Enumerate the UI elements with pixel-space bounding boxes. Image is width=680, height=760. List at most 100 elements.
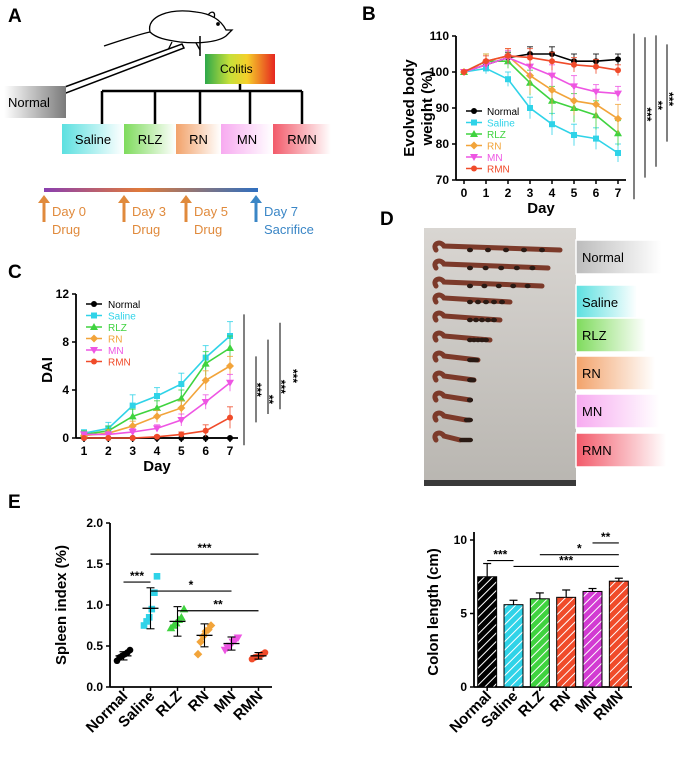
- bar-mn: [582, 587, 603, 688]
- x-tick-label: 7: [227, 444, 234, 458]
- legend-label: Normal: [487, 107, 519, 118]
- bar-saline: [503, 599, 524, 688]
- data-point: [201, 376, 210, 385]
- y-tick-label: 4: [62, 383, 69, 397]
- data-point: [151, 589, 158, 596]
- timeline-day: Day 0: [52, 204, 86, 219]
- y-axis-title: Spleen index (%): [53, 545, 70, 665]
- data-point: [105, 435, 112, 441]
- colon-strip: [432, 276, 545, 289]
- data-point: [593, 135, 599, 142]
- x-tick-label: RLZ: [153, 688, 186, 721]
- colon-segment: [485, 317, 491, 323]
- timeline-event: Drug: [52, 222, 80, 237]
- colon-segment: [473, 357, 480, 363]
- data-point: [226, 344, 234, 351]
- data-point: [226, 379, 234, 387]
- bar-hatch: [556, 596, 577, 688]
- data-point: [148, 605, 156, 613]
- timeline-arrow-icon: [250, 195, 262, 203]
- photo-tag-saline: [575, 284, 638, 320]
- x-tick-label: 7: [615, 186, 622, 200]
- y-tick-label: 12: [56, 287, 70, 301]
- data-point: [227, 435, 233, 441]
- significance-label: ***: [662, 92, 676, 106]
- x-tick-label: 6: [593, 186, 600, 200]
- y-axis-title: Evolved body: [401, 59, 418, 157]
- group-rmn: [248, 649, 269, 663]
- legend-marker: [471, 119, 477, 126]
- bar-hatch: [529, 598, 550, 688]
- normal-label: Normal: [8, 95, 50, 110]
- data-point: [153, 573, 161, 580]
- timeline-day: Day 3: [132, 204, 166, 219]
- timeline-day: Day 7: [264, 204, 298, 219]
- colon-strip: [432, 310, 503, 323]
- colon-segment: [521, 247, 527, 253]
- legend-label: MN: [487, 153, 503, 164]
- data-point: [548, 72, 556, 80]
- data-point: [143, 618, 150, 625]
- data-point: [527, 105, 533, 111]
- data-point: [177, 394, 186, 402]
- legend-marker: [471, 108, 477, 114]
- photo-tag-label: RLZ: [582, 328, 607, 343]
- y-tick-label: 0.0: [86, 680, 103, 694]
- bar-normal: [477, 562, 498, 688]
- data-point: [527, 54, 533, 61]
- legend-marker: [90, 347, 98, 354]
- bar-hatch: [503, 604, 524, 688]
- photo-tag-label: Normal: [582, 250, 624, 265]
- x-axis-title: Day: [143, 458, 171, 475]
- data-point: [614, 114, 622, 123]
- group-label-rn: RN: [189, 132, 208, 147]
- significance-label: *: [577, 542, 582, 556]
- y-axis-title: Colon length (cm): [425, 548, 442, 676]
- colon-segment: [510, 283, 517, 289]
- y-tick-label: 2.0: [86, 516, 103, 530]
- data-point: [615, 150, 621, 156]
- photo-tag-label: Saline: [582, 295, 618, 310]
- x-tick-label: 6: [202, 444, 209, 458]
- timeline-arrow-icon: [38, 195, 50, 203]
- group-label-rmn: RMN: [287, 132, 317, 147]
- data-point: [227, 414, 233, 421]
- group-mn: [220, 634, 243, 655]
- colon-segment: [481, 283, 488, 289]
- y-axis-title: weight (%): [419, 71, 436, 147]
- colon-segment: [467, 283, 473, 289]
- colon-photo: [424, 228, 576, 486]
- significance-label: ***: [130, 569, 144, 583]
- colon-segment: [467, 397, 473, 403]
- panel-label-e: E: [8, 492, 21, 513]
- data-point: [80, 431, 88, 439]
- timeline-items: Day 0 Drug Day 3 Drug Day 5 Drug Day 7 Sacrific…: [38, 195, 314, 237]
- y-tick-label: 0: [460, 680, 467, 694]
- colon-strip: [432, 292, 513, 305]
- legend-marker: [90, 334, 98, 343]
- data-point: [201, 399, 210, 406]
- data-point: [129, 435, 136, 441]
- legend-marker: [470, 141, 478, 150]
- data-point: [615, 67, 621, 74]
- y-tick-label: 80: [436, 137, 450, 151]
- legend-label: RN: [108, 335, 122, 346]
- x-tick-label: 4: [154, 444, 161, 458]
- significance-label: **: [651, 101, 665, 111]
- series-saline: [461, 62, 621, 162]
- x-tick-label: 3: [527, 186, 534, 200]
- legend-label: Saline: [487, 119, 515, 130]
- weight-chart: 70 80 90 100 110 0 1 2 3 4 5 6 7 Day Evolved body weigh…: [401, 29, 680, 217]
- colon-strip: [432, 258, 551, 271]
- colon-segment: [498, 265, 505, 271]
- data-point: [570, 83, 578, 91]
- group-box-rn: [176, 124, 221, 154]
- group-rn: [193, 621, 216, 659]
- series-rmn: [81, 406, 233, 441]
- colon-segment: [467, 247, 473, 253]
- legend-marker: [91, 312, 97, 319]
- significance-label: *: [189, 578, 194, 592]
- colon-segment: [491, 299, 497, 305]
- timeline-day: Day 5: [194, 204, 228, 219]
